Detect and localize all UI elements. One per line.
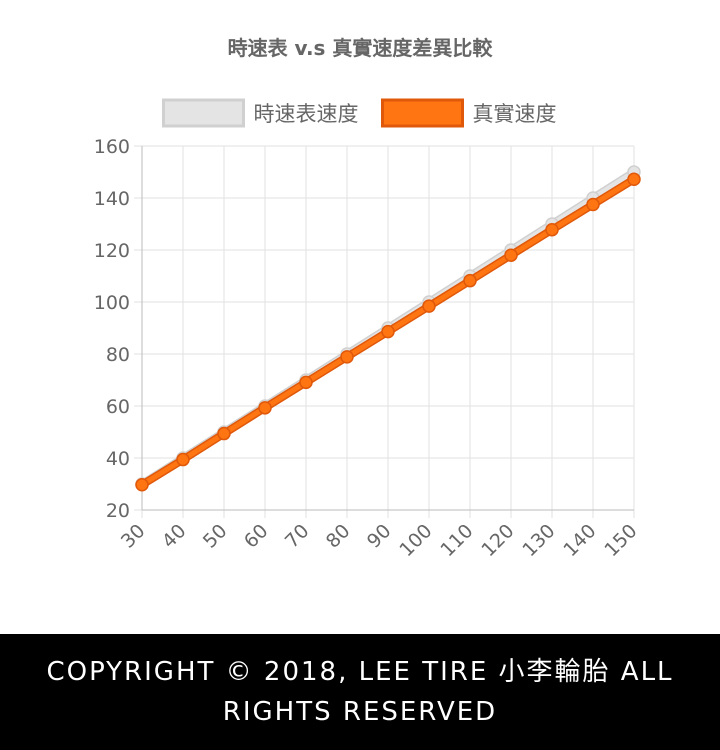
x-tick-label: 90 (363, 520, 396, 553)
x-tick-label: 40 (158, 520, 191, 553)
series-1-point (504, 248, 518, 262)
y-tick-label: 60 (106, 396, 130, 418)
series-1-point (135, 478, 149, 492)
series-layer (135, 165, 641, 492)
series-1-point (586, 197, 600, 212)
chart-area: 時速表 v.s 真實速度差異比較 時速表速度 真實速度 20 40 60 80 100 12… (93, 36, 642, 562)
legend: 時速表速度 真實速度 (162, 98, 557, 128)
y-tick-label: 140 (94, 188, 130, 210)
legend-label-1: 真實速度 (473, 102, 557, 126)
y-tick-label: 80 (106, 344, 130, 366)
x-tick-label: 150 (600, 520, 641, 561)
series-1-point (422, 299, 436, 313)
x-tick-label: 130 (518, 520, 559, 561)
y-tick-label: 100 (94, 292, 130, 314)
series-1-point (463, 273, 477, 288)
y-tick-label: 20 (106, 500, 130, 522)
x-tick-label: 50 (199, 520, 232, 553)
x-tick-label: 120 (477, 520, 518, 561)
legend-swatch-0 (162, 98, 245, 128)
series-1-point (545, 222, 559, 237)
series-1-point (217, 426, 231, 441)
speed-chart: 時速表 v.s 真實速度差異比較 時速表速度 真實速度 20 40 60 80 100 12… (94, 36, 642, 561)
copyright-text: COPYRIGHT © 2018, LEE TIRE 小李輪胎 ALL RIGH… (46, 657, 674, 727)
x-tick-label: 140 (559, 520, 600, 561)
chart-title: 時速表 v.s 真實速度差異比較 (228, 36, 494, 60)
y-tick-label: 120 (94, 240, 130, 262)
x-tick-label: 100 (395, 520, 436, 561)
x-tick-label: 80 (322, 520, 355, 553)
footer: COPYRIGHT © 2018, LEE TIRE 小李輪胎 ALL RIGH… (0, 634, 720, 750)
series-1-point (627, 172, 641, 187)
y-tick-label: 160 (94, 136, 130, 158)
x-tick-label: 60 (240, 520, 273, 553)
series-1-point (299, 375, 313, 390)
y-tick-label: 40 (106, 448, 130, 470)
series-1-point (258, 401, 272, 415)
x-tick-label: 110 (436, 520, 477, 561)
series-1-point (176, 452, 190, 467)
x-tick-label: 30 (117, 520, 150, 553)
grid (134, 145, 635, 518)
x-tick-label: 70 (281, 520, 314, 553)
legend-swatch-1 (381, 98, 464, 128)
series-1-point (340, 350, 354, 364)
legend-label-0: 時速表速度 (254, 102, 359, 126)
series-1-point (381, 324, 395, 339)
